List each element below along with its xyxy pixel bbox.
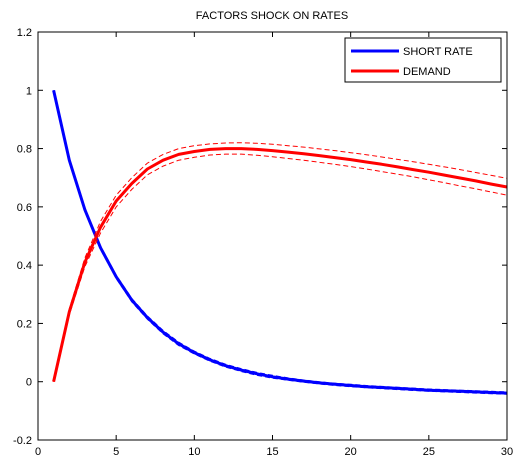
y-tick-label: 0 bbox=[26, 377, 32, 389]
y-tick-label: 1 bbox=[26, 85, 32, 97]
y-tick-label: -0.2 bbox=[13, 435, 32, 447]
series-short-rate-line bbox=[52, 89, 508, 395]
x-axis: 0 5 10 15 20 25 30 bbox=[35, 32, 513, 458]
series-demand-line bbox=[52, 147, 508, 383]
legend-label-short-rate: SHORT RATE bbox=[403, 46, 473, 58]
series-short-rate-band-upper bbox=[53, 90, 508, 393]
legend-box bbox=[344, 37, 502, 83]
legend-label-demand: DEMAND bbox=[403, 66, 451, 78]
x-tick-label: 25 bbox=[423, 446, 435, 458]
y-tick-label: 1.2 bbox=[17, 27, 32, 39]
x-tick-label: 10 bbox=[188, 446, 200, 458]
x-tick-label: 5 bbox=[113, 446, 119, 458]
y-tick-label: 0.2 bbox=[17, 318, 32, 330]
x-tick-label: 0 bbox=[35, 446, 41, 458]
series-short-rate-band-lower bbox=[53, 90, 508, 395]
series-demand-band-upper bbox=[53, 142, 508, 382]
legend: SHORT RATE DEMAND bbox=[344, 37, 502, 83]
x-tick-label: 15 bbox=[266, 446, 278, 458]
y-tick-label: 0.4 bbox=[17, 260, 32, 272]
y-axis: -0.2 0 0.2 0.4 0.6 0.8 1 1.2 bbox=[13, 27, 507, 447]
x-tick-label: 30 bbox=[501, 446, 513, 458]
y-tick-label: 0.6 bbox=[17, 202, 32, 214]
plot-lines bbox=[52, 89, 508, 395]
y-tick-label: 0.8 bbox=[17, 144, 32, 156]
chart-title: FACTORS SHOCK ON RATES bbox=[196, 10, 348, 22]
series-demand-band-lower bbox=[53, 153, 508, 382]
plot-area-frame bbox=[37, 31, 508, 441]
x-tick-label: 20 bbox=[345, 446, 357, 458]
